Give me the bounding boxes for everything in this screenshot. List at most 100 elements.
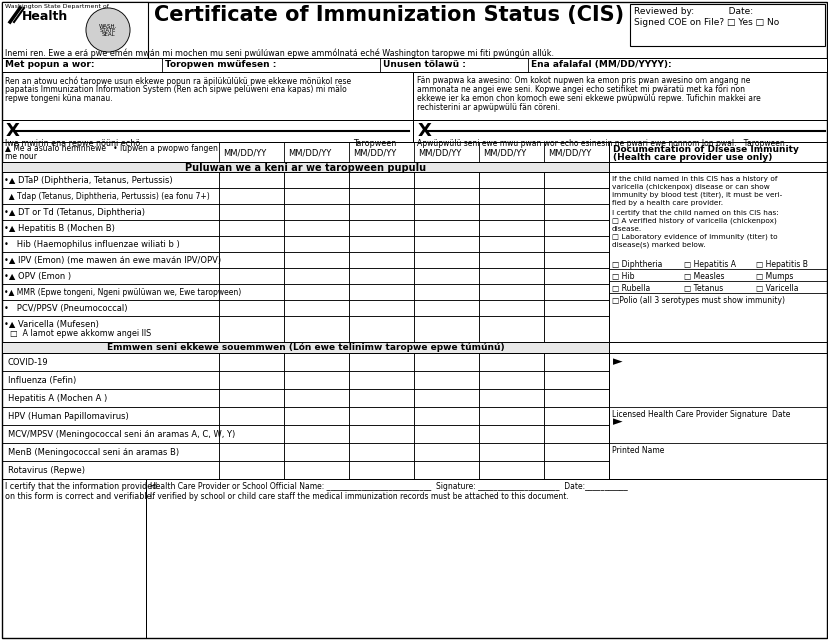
Text: Ena afalafal (MM/DD/YYYY):: Ena afalafal (MM/DD/YYYY):: [531, 60, 671, 69]
Text: •   Hib (Haemophilus influenzae wiliati b ): • Hib (Haemophilus influenzae wiliati b …: [4, 240, 180, 249]
Bar: [543, 461, 609, 479]
Bar: [284, 188, 349, 204]
Bar: [284, 300, 349, 316]
Bar: [2, 252, 219, 268]
Text: □ Mumps: □ Mumps: [755, 272, 792, 281]
Text: MCV/MPSV (Meningococcal seni án aramas A, C, W, Y): MCV/MPSV (Meningococcal seni án aramas A…: [8, 430, 235, 439]
Bar: [413, 316, 479, 342]
Bar: [413, 353, 479, 371]
Bar: [479, 425, 543, 443]
Text: Certificate of Immunization Status (CIS): Certificate of Immunization Status (CIS): [154, 5, 623, 25]
Bar: [2, 371, 219, 389]
Bar: [284, 425, 349, 443]
Bar: [479, 268, 543, 284]
Bar: [349, 284, 413, 300]
Text: □ Measles: □ Measles: [683, 272, 724, 281]
Bar: [543, 204, 609, 220]
Text: HPV (Human Papillomavirus): HPV (Human Papillomavirus): [8, 412, 128, 421]
Bar: [479, 236, 543, 252]
Text: □ Hepatitis A: □ Hepatitis A: [683, 260, 735, 269]
Text: STATE: STATE: [99, 28, 116, 33]
Bar: [2, 443, 219, 461]
Bar: [284, 236, 349, 252]
Bar: [284, 461, 349, 479]
Bar: [284, 407, 349, 425]
Text: •▲ Hepatitis B (Mochen B): •▲ Hepatitis B (Mochen B): [4, 224, 115, 233]
Text: Health: Health: [22, 10, 68, 23]
Text: ekkewe ier ka emon chon komoch ewe seni ekkewe pwüpwülü repwe. Tufichin makkei a: ekkewe ier ka emon chon komoch ewe seni …: [416, 94, 760, 103]
Bar: [2, 353, 219, 371]
Bar: [284, 268, 349, 284]
Text: Inemi ren. Ewe a erá pwe emén mwán mi mochen mu seni pwúlúwan epwe ammólnatá ech: Inemi ren. Ewe a erá pwe emén mwán mi mo…: [5, 49, 553, 58]
Bar: [219, 443, 284, 461]
Bar: [349, 389, 413, 407]
Text: Influenza (Fefin): Influenza (Fefin): [8, 376, 76, 385]
Bar: [2, 425, 219, 443]
Bar: [219, 353, 284, 371]
Bar: [413, 236, 479, 252]
Text: ►: ►: [612, 355, 622, 369]
Text: •▲ DTaP (Diphtheria, Tetanus, Pertussis): •▲ DTaP (Diphtheria, Tetanus, Pertussis): [4, 176, 172, 185]
Bar: [349, 316, 413, 342]
Bar: [219, 425, 284, 443]
Bar: [479, 407, 543, 425]
Bar: [219, 316, 284, 342]
Bar: [413, 284, 479, 300]
Bar: [543, 407, 609, 425]
Bar: [284, 443, 349, 461]
Text: MM/DD/YY: MM/DD/YY: [547, 148, 590, 157]
Text: SEAL: SEAL: [101, 31, 114, 36]
Bar: [219, 236, 284, 252]
Text: Licensed Health Care Provider Signature  Date: Licensed Health Care Provider Signature …: [611, 410, 789, 419]
Bar: [284, 353, 349, 371]
Text: □ Diphtheria: □ Diphtheria: [611, 260, 662, 269]
Text: □  A lamot epwe akkomw angei IIS: □ A lamot epwe akkomw angei IIS: [10, 329, 151, 338]
Bar: [543, 252, 609, 268]
Text: disease.: disease.: [611, 226, 642, 232]
Bar: [479, 252, 543, 268]
Text: varicella (chickenpox) disease or can show: varicella (chickenpox) disease or can sh…: [611, 184, 769, 191]
Text: Iwe mwirin ena repwe nöüni echö.: Iwe mwirin ena repwe nöüni echö.: [5, 139, 142, 148]
Text: Met popun a wor:: Met popun a wor:: [5, 60, 94, 69]
Bar: [2, 284, 219, 300]
Bar: [413, 220, 479, 236]
Text: □ Laboratory evidence of immunity (titer) to: □ Laboratory evidence of immunity (titer…: [611, 234, 777, 241]
Bar: [219, 268, 284, 284]
Bar: [349, 353, 413, 371]
Text: MM/DD/YY: MM/DD/YY: [483, 148, 526, 157]
Bar: [2, 236, 219, 252]
Text: Hepatitis A (Mochen A ): Hepatitis A (Mochen A ): [8, 394, 107, 403]
Text: Washington State Department of: Washington State Department of: [5, 4, 108, 9]
Bar: [543, 443, 609, 461]
Bar: [146, 479, 826, 638]
Text: ammonata ne angei ewe seni. Kopwe angei echo setifiket mi pwäratü met ka föri no: ammonata ne angei ewe seni. Kopwe angei …: [416, 85, 744, 94]
Bar: [412, 120, 826, 142]
Bar: [219, 204, 284, 220]
Text: □ Hepatitis B: □ Hepatitis B: [755, 260, 807, 269]
Bar: [543, 220, 609, 236]
Bar: [413, 204, 479, 220]
Text: Documentation of Disease Immunity: Documentation of Disease Immunity: [612, 145, 798, 154]
Text: Puluwan we a keni ar we taropween pupulu: Puluwan we a keni ar we taropween pupulu: [185, 163, 426, 173]
Text: MenB (Meningococcal seni án aramas B): MenB (Meningococcal seni án aramas B): [8, 448, 179, 457]
Bar: [2, 461, 219, 479]
Bar: [284, 284, 349, 300]
Text: •▲ MMR (Epwe tongeni, Ngeni pwülüwan we, Ewe taropween): •▲ MMR (Epwe tongeni, Ngeni pwülüwan we,…: [4, 288, 241, 297]
Bar: [2, 204, 219, 220]
Bar: [543, 389, 609, 407]
Text: X: X: [417, 122, 431, 140]
Bar: [412, 72, 826, 120]
Text: □ Tetanus: □ Tetanus: [683, 284, 722, 293]
Bar: [629, 4, 824, 46]
Bar: [413, 461, 479, 479]
Bar: [2, 120, 412, 142]
Bar: [413, 425, 479, 443]
Text: (Health care provider use only): (Health care provider use only): [612, 153, 772, 162]
Text: immunity by blood test (titer), it must be veri-: immunity by blood test (titer), it must …: [611, 192, 782, 198]
Text: MM/DD/YY: MM/DD/YY: [417, 148, 460, 157]
Text: □Polio (all 3 serotypes must show immunity): □Polio (all 3 serotypes must show immuni…: [611, 296, 784, 305]
Bar: [479, 316, 543, 342]
Bar: [479, 389, 543, 407]
Bar: [219, 371, 284, 389]
Bar: [413, 252, 479, 268]
